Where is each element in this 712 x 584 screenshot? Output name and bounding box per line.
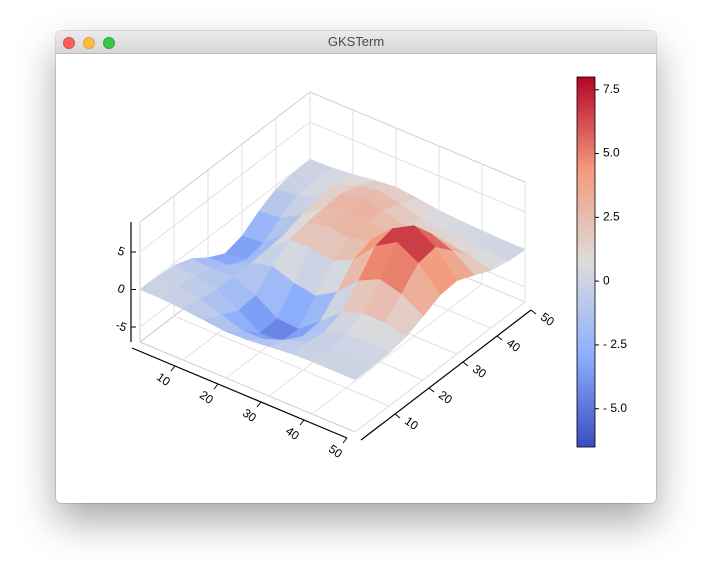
x-tick-label: 10	[154, 370, 173, 389]
z-tick-label: 0	[116, 281, 127, 297]
window-title: GKSTerm	[327, 34, 385, 49]
close-button[interactable]	[63, 37, 75, 49]
colorbar-tick-label: - 5.0	[603, 401, 627, 415]
y-tick-label: 10	[402, 414, 421, 433]
grid-line	[354, 301, 526, 433]
grid-line	[309, 121, 526, 213]
grid-line	[139, 159, 311, 290]
x-tick	[342, 437, 348, 444]
colorbar-tick-label: 7.5	[603, 82, 620, 96]
y-tick	[394, 413, 401, 419]
y-tick-label: 50	[538, 310, 557, 329]
grid-line	[173, 315, 390, 407]
colorbar-tick-label: 2.5	[603, 210, 620, 224]
axis-line	[360, 309, 532, 441]
x-tick-label: 50	[326, 442, 345, 461]
colorbar	[576, 76, 596, 448]
y-tick	[428, 387, 435, 393]
x-tick	[299, 419, 305, 426]
x-tick	[170, 365, 176, 372]
x-tick-label: 40	[283, 424, 302, 443]
grid-line	[139, 121, 311, 253]
y-tick	[462, 361, 469, 367]
y-tick	[530, 309, 537, 315]
grid-line	[311, 283, 483, 415]
y-tick-label: 20	[436, 388, 455, 407]
zoom-button[interactable]	[103, 37, 115, 49]
x-tick-label: 30	[240, 406, 259, 425]
y-tick	[496, 335, 503, 341]
axis-line	[131, 347, 348, 439]
z-tick-label: -5	[114, 318, 129, 335]
z-tick-label: 5	[116, 244, 127, 260]
title-bar: GKSTerm	[56, 31, 656, 54]
x-tick-label: 20	[197, 388, 216, 407]
x-tick	[256, 401, 262, 408]
minimize-button[interactable]	[83, 37, 95, 49]
colorbar-tick-label: - 2.5	[603, 337, 627, 351]
y-tick-label: 30	[470, 362, 489, 381]
x-tick	[213, 383, 219, 390]
surface-patch	[333, 357, 373, 380]
y-tick-label: 40	[504, 336, 523, 355]
colorbar-tick-label: 5.0	[603, 146, 620, 160]
colorbar-tick-label: 0	[603, 273, 610, 287]
